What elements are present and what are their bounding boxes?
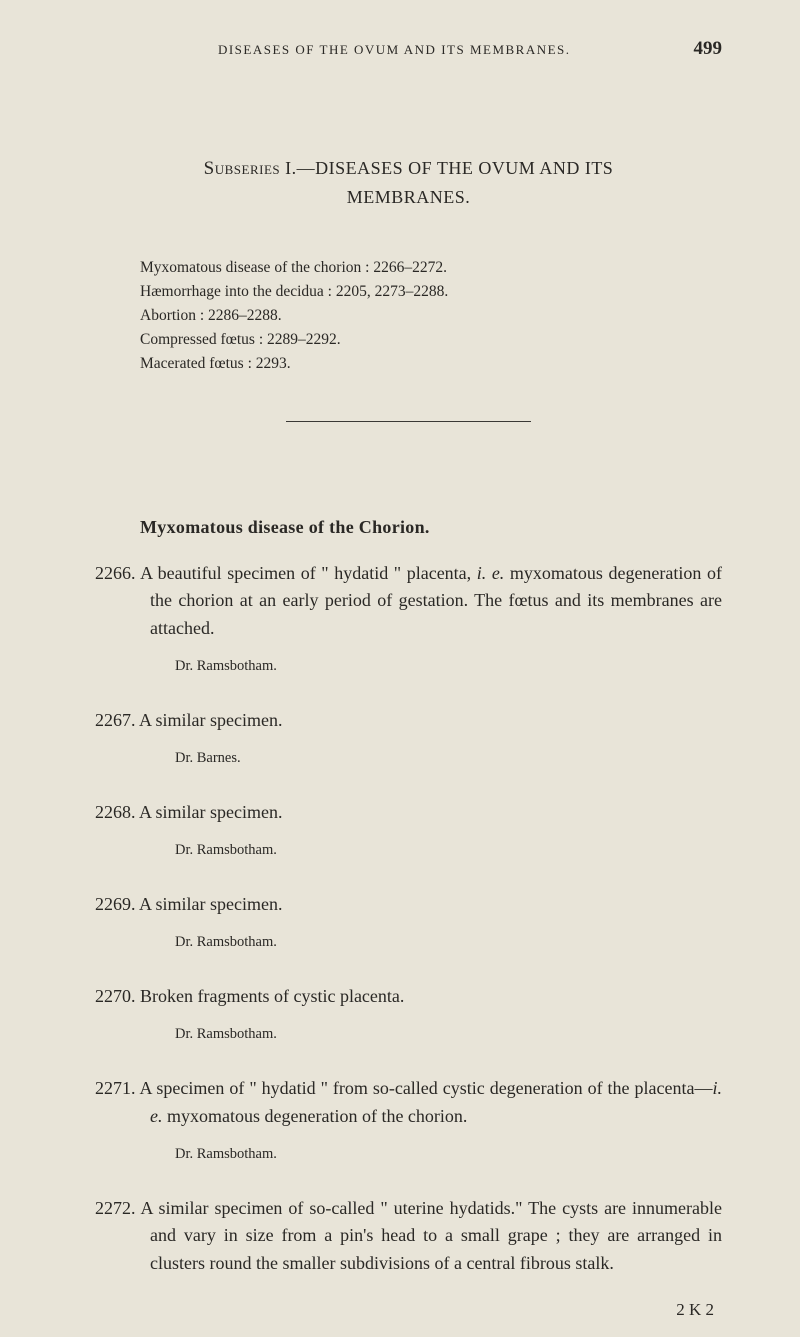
entry-text: A similar specimen. — [139, 894, 282, 914]
catalogue-entry: 2270. Broken fragments of cystic placent… — [95, 983, 722, 1011]
entry-number: 2271. — [95, 1078, 139, 1098]
entry-attribution: Dr. Ramsbotham. — [175, 934, 722, 951]
entry-number: 2268. — [95, 802, 139, 822]
page-number: 499 — [694, 38, 723, 60]
entry-number: 2270. — [95, 986, 140, 1006]
entry-attribution: Dr. Ramsbotham. — [175, 1026, 722, 1043]
subseries-label-prefix: Subseries — [204, 158, 280, 179]
entry-text: A specimen of " hydatid " from so-called… — [139, 1078, 722, 1126]
entry-number: 2266. — [95, 563, 140, 583]
entry-attribution: Dr. Ramsbotham. — [175, 658, 722, 675]
entry-attribution: Dr. Barnes. — [175, 750, 722, 767]
entry-number: 2269. — [95, 894, 139, 914]
catalogue-entry: 2266. A beautiful specimen of " hydatid … — [95, 560, 722, 644]
catalogue-entry: 2271. A specimen of " hydatid " from so-… — [95, 1075, 722, 1131]
entry-attribution: Dr. Ramsbotham. — [175, 1146, 722, 1163]
subheading: Myxomatous disease of the Chorion. — [140, 517, 722, 538]
running-title: DISEASES OF THE OVUM AND ITS MEMBRANES. — [95, 42, 694, 58]
catalogue-entry: 2272. A similar specimen of so-called " … — [95, 1195, 722, 1279]
entry-text: Broken fragments of cystic placenta. — [140, 986, 404, 1006]
index-line: Hæmorrhage into the decidua : 2205, 2273… — [140, 280, 722, 304]
section-heading: Subseries I.—DISEASES OF THE OVUM AND IT… — [95, 155, 722, 211]
index-line: Myxomatous disease of the chorion : 2266… — [140, 256, 722, 280]
subseries-roman: I. — [285, 158, 297, 178]
horizontal-rule — [286, 421, 531, 422]
subseries-title-line2: MEMBRANES. — [95, 184, 722, 211]
catalogue-entry: 2269. A similar specimen. — [95, 891, 722, 919]
index-line: Compressed fœtus : 2289–2292. — [140, 328, 722, 352]
entry-attribution: Dr. Ramsbotham. — [175, 842, 722, 859]
subseries-title-upper: —DISEASES OF THE OVUM AND ITS — [297, 158, 614, 178]
entry-text: A similar specimen. — [139, 710, 282, 730]
entry-text: A beautiful specimen of " hydatid " plac… — [140, 563, 722, 639]
page-header: DISEASES OF THE OVUM AND ITS MEMBRANES. … — [95, 38, 722, 60]
index-block: Myxomatous disease of the chorion : 2266… — [140, 256, 722, 376]
entries-list: 2266. A beautiful specimen of " hydatid … — [95, 560, 722, 1279]
entry-number: 2272. — [95, 1198, 141, 1218]
index-line: Abortion : 2286–2288. — [140, 304, 722, 328]
entry-text: A similar specimen of so-called " uterin… — [141, 1198, 723, 1274]
gathering-signature: 2 K 2 — [95, 1300, 722, 1320]
catalogue-entry: 2268. A similar specimen. — [95, 799, 722, 827]
catalogue-entry: 2267. A similar specimen. — [95, 707, 722, 735]
index-line: Macerated fœtus : 2293. — [140, 352, 722, 376]
entry-number: 2267. — [95, 710, 139, 730]
entry-text: A similar specimen. — [139, 802, 282, 822]
